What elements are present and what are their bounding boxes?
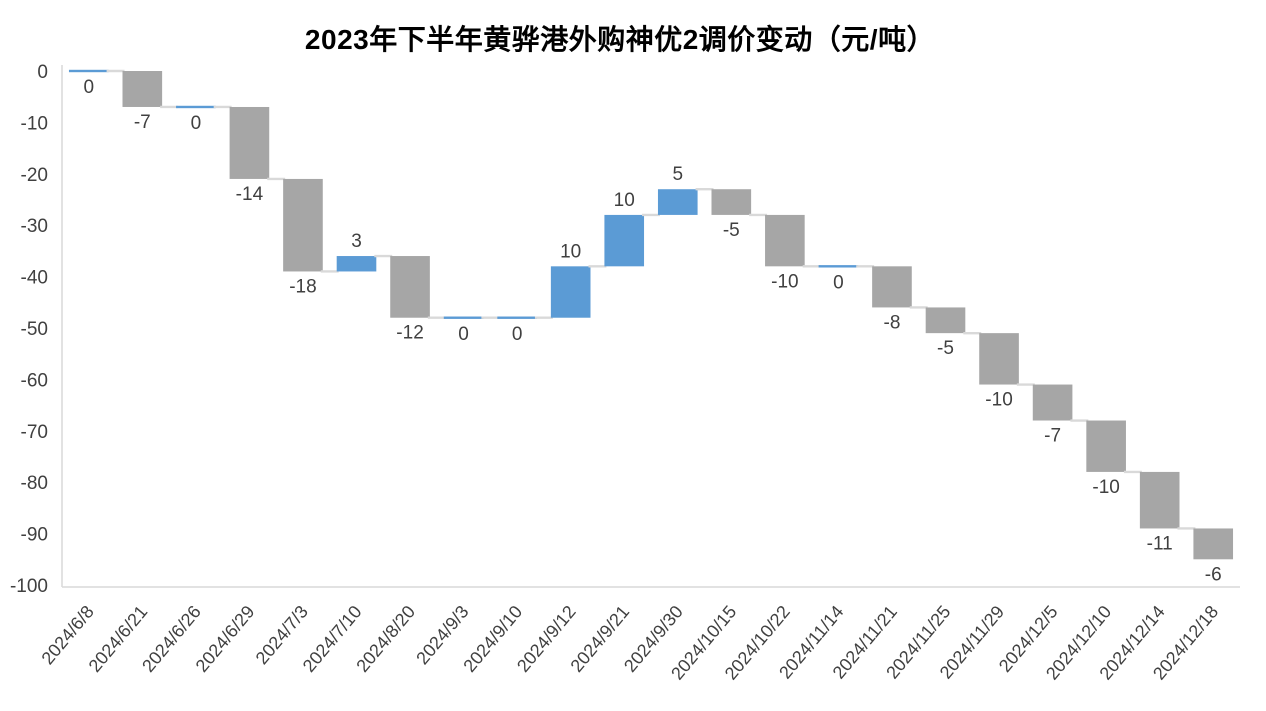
waterfall-bar-zero	[176, 105, 216, 109]
data-label: 10	[614, 190, 635, 211]
data-label: -6	[1205, 564, 1222, 585]
y-tick-label: -40	[21, 268, 48, 289]
data-label: 0	[83, 77, 94, 98]
waterfall-bar-zero	[443, 316, 484, 319]
y-tick-label: 0	[37, 62, 48, 83]
data-label: -12	[396, 323, 423, 344]
waterfall-bar-increase	[657, 189, 698, 215]
y-tick-label: -10	[21, 113, 48, 134]
waterfall-bar-decrease	[1032, 384, 1073, 421]
waterfall-bar-zero	[818, 265, 859, 268]
data-label: -11	[1147, 533, 1173, 554]
waterfall-bar-zero	[497, 316, 537, 319]
waterfall-bar-increase	[550, 266, 591, 318]
waterfall-bar-decrease	[390, 256, 430, 318]
data-label: 0	[458, 324, 469, 345]
data-label: -5	[723, 220, 740, 241]
waterfall-bar-decrease	[711, 189, 752, 215]
data-label: -7	[134, 112, 151, 133]
y-tick-label: -60	[21, 370, 48, 391]
waterfall-bar-decrease	[283, 178, 323, 272]
waterfall-bar-decrease	[1086, 420, 1126, 472]
y-tick-label: -50	[21, 319, 48, 340]
data-label: -10	[985, 390, 1012, 411]
data-label: -8	[884, 312, 901, 333]
data-label: -14	[236, 184, 264, 205]
y-tick-label: -90	[21, 525, 48, 546]
waterfall-bar-decrease	[229, 106, 270, 179]
chart-title: 2023年下半年黄骅港外购神优2调价变动（元/吨）	[304, 24, 936, 55]
waterfall-bar-decrease	[1139, 471, 1180, 529]
y-tick-label: -70	[21, 422, 48, 443]
data-label: -10	[1092, 477, 1119, 498]
data-label: 10	[560, 241, 581, 262]
waterfall-bar-decrease	[765, 214, 805, 267]
data-label: 5	[672, 164, 683, 185]
data-label: -5	[937, 338, 954, 359]
waterfall-bar-decrease	[979, 333, 1019, 385]
waterfall-bar-decrease	[1193, 528, 1234, 560]
waterfall-bar-decrease	[925, 307, 966, 334]
waterfall-bar-zero	[68, 69, 109, 73]
data-label: 3	[351, 231, 362, 252]
waterfall-bar-decrease	[872, 266, 912, 308]
data-label: 0	[191, 113, 202, 134]
y-tick-label: -30	[21, 216, 48, 237]
waterfall-bar-increase	[604, 214, 645, 267]
y-tick-label: -20	[21, 165, 48, 186]
data-label: -18	[289, 276, 316, 297]
waterfall-bar-increase	[336, 256, 377, 272]
y-tick-label: -100	[10, 576, 48, 597]
data-label: -10	[771, 271, 798, 292]
data-label: 0	[833, 273, 844, 294]
waterfall-bar-decrease	[122, 71, 163, 107]
data-label: -7	[1044, 426, 1061, 447]
data-label: 0	[512, 324, 523, 345]
y-tick-label: -80	[21, 473, 48, 494]
